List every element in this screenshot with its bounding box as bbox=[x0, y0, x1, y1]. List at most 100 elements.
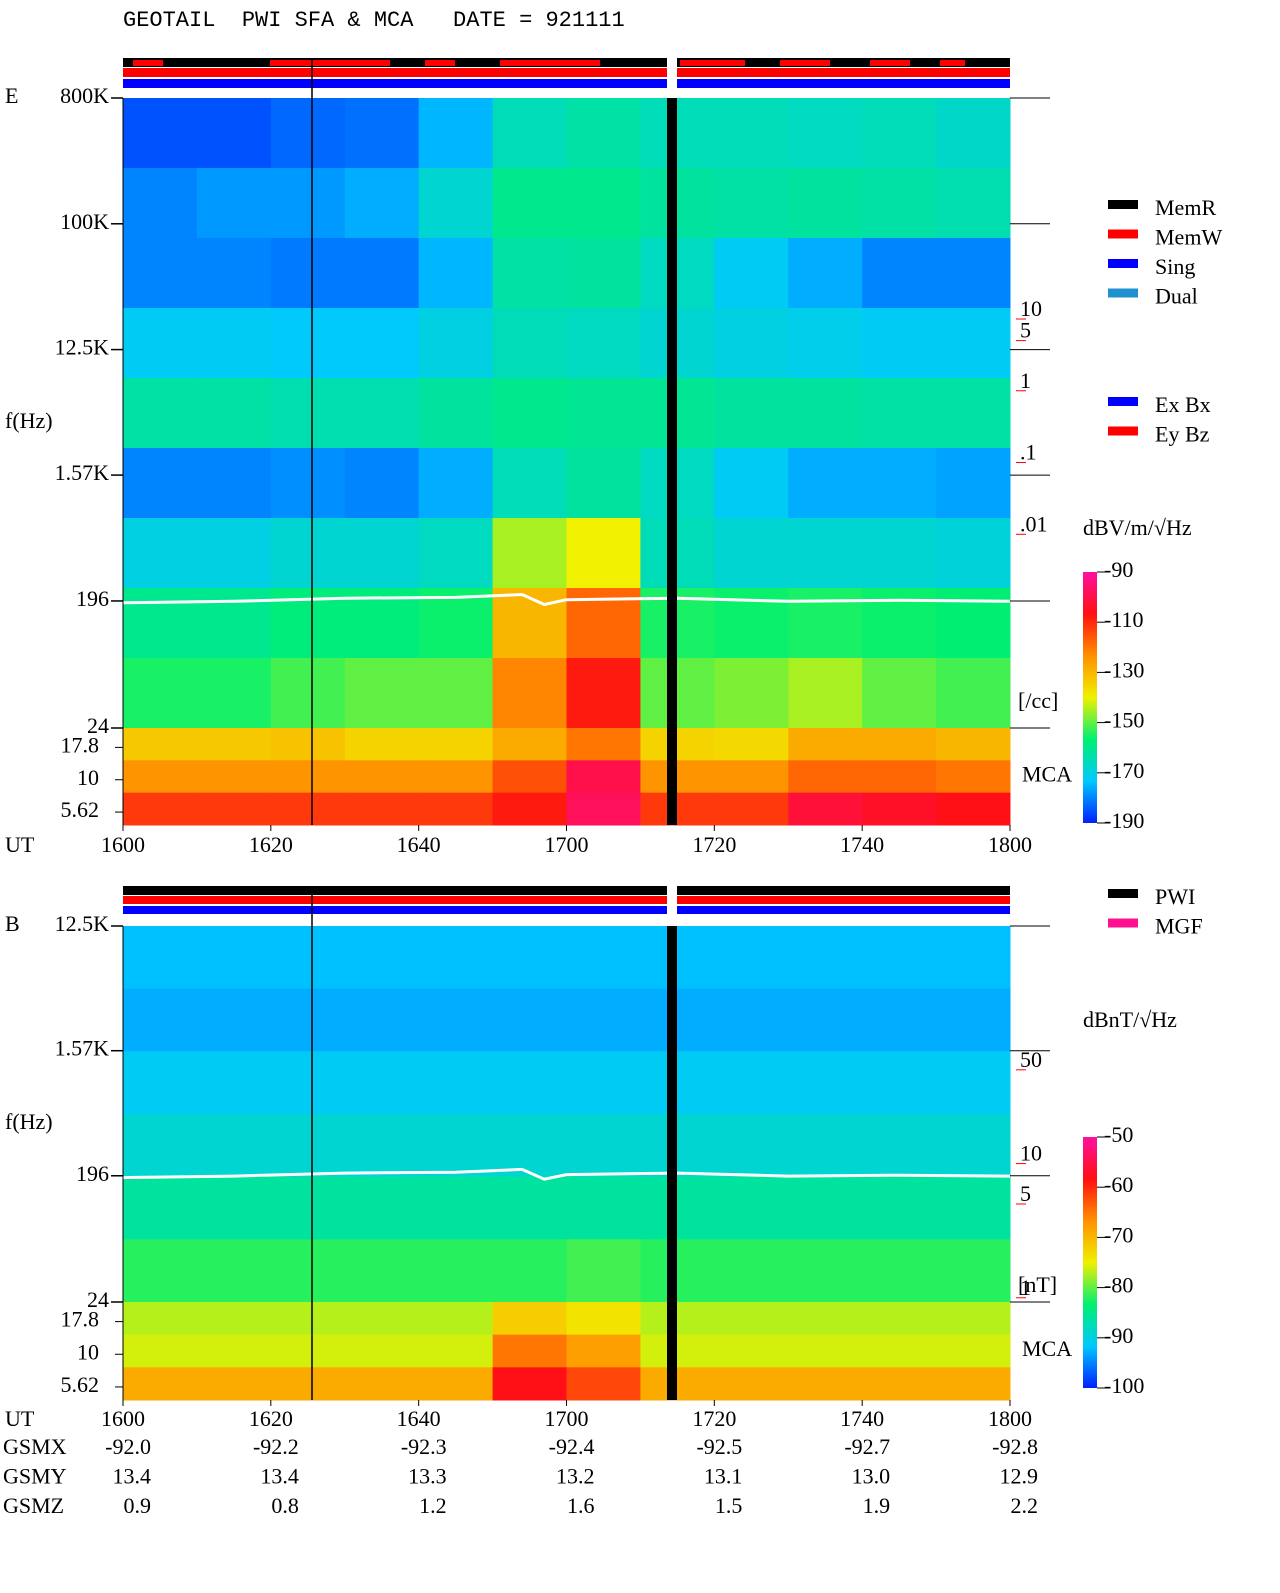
panel-label: E bbox=[5, 83, 18, 108]
x-tick-label: 1600 bbox=[101, 1406, 145, 1431]
spectrogram-cell bbox=[344, 168, 420, 239]
spectrogram-cell bbox=[344, 926, 420, 990]
spectrogram-cell bbox=[344, 988, 420, 1052]
spectrogram-cell bbox=[196, 1051, 272, 1115]
spectrogram-cell bbox=[566, 1051, 641, 1115]
legend-label: MemR bbox=[1155, 195, 1216, 220]
spectrogram-cell bbox=[714, 1114, 789, 1178]
orbit-value: 13.3 bbox=[408, 1464, 447, 1489]
mca-label: MCA bbox=[1022, 762, 1072, 787]
spectrogram-cell bbox=[418, 168, 494, 239]
x-tick-label: 1800 bbox=[988, 832, 1032, 857]
mca-cell bbox=[196, 760, 272, 794]
mca-cell bbox=[936, 1302, 1011, 1336]
x-tick-label: 1720 bbox=[692, 1406, 736, 1431]
spectrogram-cell bbox=[123, 988, 198, 1052]
colorbar-tick-label: -100 bbox=[1104, 1373, 1144, 1398]
orbit-value: -92.0 bbox=[105, 1434, 151, 1459]
spectrogram-cell bbox=[492, 926, 567, 990]
spectrogram-cell bbox=[196, 926, 272, 990]
mca-cell bbox=[936, 1334, 1011, 1368]
x-tick-label: 1620 bbox=[249, 832, 293, 857]
legend-label: Ex Bx bbox=[1155, 392, 1211, 417]
spectrogram-cell bbox=[566, 518, 641, 589]
x-tick-label: 1700 bbox=[545, 832, 589, 857]
spectrogram-cell bbox=[123, 1114, 198, 1178]
spectrogram-cell bbox=[936, 1176, 1011, 1240]
y-tick-label: 1.57K bbox=[55, 460, 110, 485]
orbit-value: 12.9 bbox=[1000, 1464, 1039, 1489]
spectrogram-cell bbox=[196, 658, 272, 729]
spectrogram-cell bbox=[640, 518, 715, 589]
orbit-value: -92.5 bbox=[696, 1434, 742, 1459]
mca-cell bbox=[862, 728, 937, 761]
spectrogram-cell bbox=[418, 588, 494, 659]
colorbar-tick-label: -170 bbox=[1104, 758, 1144, 783]
spectrogram-cell bbox=[566, 238, 641, 309]
mca-cell bbox=[862, 1367, 937, 1401]
mca-cell bbox=[788, 1367, 863, 1401]
spectrogram-cell bbox=[788, 926, 863, 990]
spectrogram-cell bbox=[492, 1239, 567, 1303]
orbit-value: 1.5 bbox=[715, 1493, 743, 1518]
spectrogram-cell bbox=[862, 658, 937, 729]
spectrogram-cell bbox=[270, 448, 346, 519]
spectrogram-cell bbox=[936, 1051, 1011, 1115]
spectrogram-cell bbox=[714, 378, 789, 449]
x-tick-label: 1640 bbox=[397, 832, 441, 857]
mca-channel-label: 10 bbox=[77, 1339, 99, 1364]
spectrogram-cell bbox=[714, 98, 789, 169]
spectrogram-cell bbox=[714, 1239, 789, 1303]
orbit-value: 1.2 bbox=[419, 1493, 447, 1518]
colorbar-tick-label: -190 bbox=[1104, 808, 1144, 833]
spectrogram-cell bbox=[788, 1114, 863, 1178]
mca-cell bbox=[936, 792, 1011, 826]
spectrogram-cell bbox=[714, 926, 789, 990]
spectrogram-cell bbox=[566, 98, 641, 169]
orbit-value: 13.4 bbox=[113, 1464, 152, 1489]
spectrogram-cell bbox=[196, 1176, 272, 1240]
spectrogram-cell bbox=[566, 168, 641, 239]
mca-cell bbox=[936, 1367, 1011, 1401]
mca-cell bbox=[714, 792, 789, 826]
y2-tick-label: .01 bbox=[1020, 511, 1048, 536]
spectrogram-cell bbox=[492, 1114, 567, 1178]
mca-cell bbox=[714, 760, 789, 794]
spectrogram-cell bbox=[936, 1114, 1011, 1178]
spectrogram-cell bbox=[788, 308, 863, 379]
spectrogram-cell bbox=[788, 378, 863, 449]
mca-cell bbox=[123, 792, 198, 826]
y-tick-label: 800K bbox=[60, 83, 109, 108]
mca-cell bbox=[196, 728, 272, 761]
spectrogram-cell bbox=[714, 1051, 789, 1115]
y-tick-label: 12.5K bbox=[55, 911, 110, 936]
orbit-value: -92.8 bbox=[992, 1434, 1038, 1459]
spectrogram-cell bbox=[123, 518, 198, 589]
colorbar-tick-label: -130 bbox=[1104, 657, 1144, 682]
colorbar-label: dBV/m/√Hz bbox=[1083, 515, 1192, 540]
spectrogram-cell bbox=[788, 98, 863, 169]
spectrogram-cell bbox=[270, 518, 346, 589]
y2-axis-label: [/cc] bbox=[1018, 688, 1058, 713]
spectrogram-cell bbox=[123, 378, 198, 449]
spectrogram-cell bbox=[862, 1114, 937, 1178]
spectrogram-cell bbox=[936, 588, 1011, 659]
spectrogram-cell bbox=[788, 518, 863, 589]
legend-label: Dual bbox=[1155, 284, 1198, 309]
spectrogram-cell bbox=[640, 926, 715, 990]
mca-cell bbox=[492, 728, 567, 761]
spectrogram-cell bbox=[344, 658, 420, 729]
spectrogram-cell bbox=[788, 238, 863, 309]
y2-tick-label: 1 bbox=[1020, 1275, 1031, 1300]
legend-swatch bbox=[1108, 918, 1138, 928]
spectrogram-cell bbox=[936, 988, 1011, 1052]
spectrogram-cell bbox=[344, 588, 420, 659]
orbit-value: -92.4 bbox=[549, 1434, 595, 1459]
mca-cell bbox=[344, 1302, 420, 1336]
spectrogram-cell bbox=[566, 308, 641, 379]
spectrogram-cell bbox=[566, 926, 641, 990]
x-tick-label: 1700 bbox=[545, 1406, 589, 1431]
spectrogram-cell bbox=[344, 238, 420, 309]
mca-cell bbox=[418, 1334, 494, 1368]
